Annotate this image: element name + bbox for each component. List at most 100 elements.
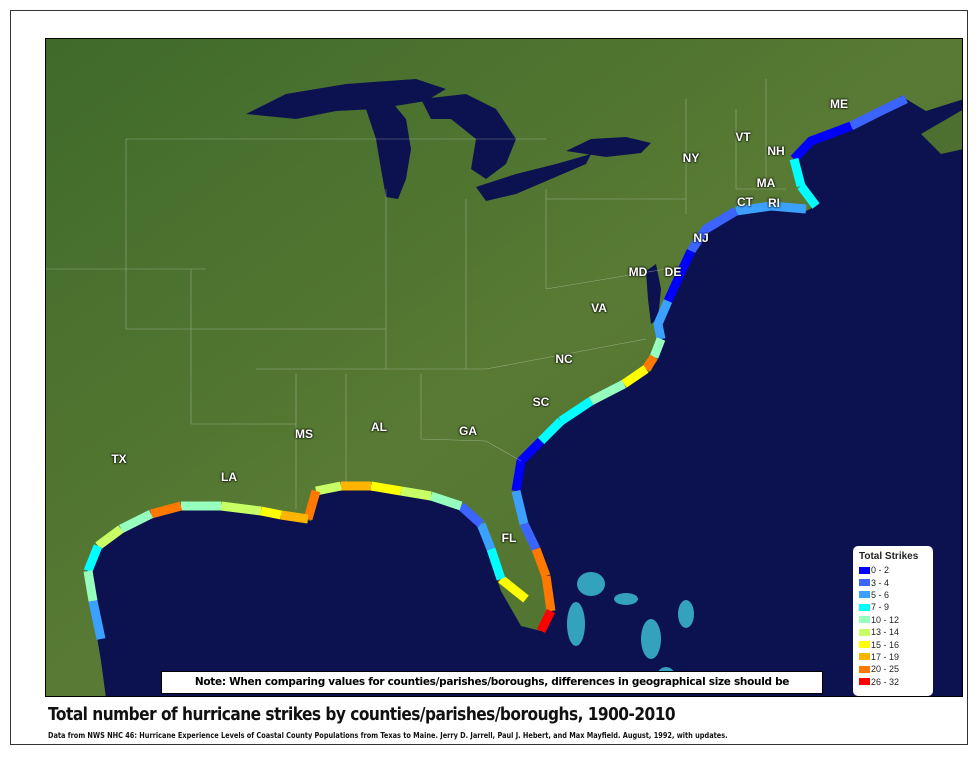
state-label-nc: NC [555, 352, 573, 366]
legend-label: 3 - 4 [871, 577, 890, 588]
legend-label: 5 - 6 [871, 589, 890, 600]
state-label-me: ME [830, 97, 848, 111]
coastal-county-segment [519, 522, 541, 551]
legend-swatch [859, 591, 870, 599]
figure-title: Total number of hurricane strikes by cou… [48, 705, 676, 725]
state-label-vt: VT [735, 130, 751, 144]
state-label-la: LA [221, 470, 237, 484]
legend-label: 15 - 16 [871, 639, 900, 650]
lake-ontario [566, 137, 651, 157]
great-lakes [246, 79, 661, 324]
state-label-ga: GA [459, 424, 477, 438]
legend-label: 13 - 14 [871, 627, 900, 638]
coastal-county-segment [149, 501, 183, 519]
coastal-county-segment [83, 544, 103, 573]
coastal-county-segment [621, 365, 649, 388]
legend-item: 20 - 25 [859, 663, 927, 675]
state-label-ri: RI [768, 196, 780, 210]
coastal-county-segment [558, 397, 594, 425]
legend-label: 26 - 32 [871, 676, 900, 687]
legend-swatch [859, 616, 870, 624]
land-mass [46, 39, 962, 696]
coastal-county-segment [790, 121, 853, 163]
coastal-county-segment [400, 486, 432, 501]
legend-swatch [859, 653, 870, 661]
state-label-nh: NH [767, 144, 785, 158]
legend-label: 17 - 19 [871, 651, 900, 662]
coastal-county-segment [649, 337, 666, 359]
legend-label: 20 - 25 [871, 664, 900, 675]
nova-scotia-land [921, 110, 962, 154]
legend-item: 15 - 16 [859, 638, 927, 650]
coastal-county-segment [537, 417, 565, 445]
legend-swatch [859, 641, 870, 649]
state-label-de: DE [664, 265, 682, 279]
coastal-county-segment [848, 94, 908, 131]
legend-item: 10 - 12 [859, 614, 927, 626]
coastal-county-segment [260, 506, 282, 520]
lake-erie [476, 154, 591, 201]
state-label-sc: SC [532, 395, 550, 409]
coastal-county-segment [118, 509, 154, 534]
bahamas [567, 572, 694, 691]
coastal-county-segment [457, 502, 485, 528]
legend-item: 3 - 4 [859, 576, 927, 588]
coastal-county-segment [498, 575, 529, 603]
state-label-fl: FL [501, 531, 517, 545]
state-borders [46, 79, 786, 509]
legend-swatch [859, 579, 870, 587]
coastal-county-segment [789, 157, 806, 188]
coastal-county-segment [797, 183, 820, 209]
coastal-county-segment [88, 600, 106, 640]
coastal-county-segment [95, 525, 124, 550]
state-label-ny: NY [682, 151, 700, 165]
lake-huron [421, 94, 516, 179]
state-label-nj: NJ [693, 231, 709, 245]
coastal-county-segment [735, 201, 807, 216]
source-citation: Data from NWS NHC 46: Hurricane Experien… [48, 731, 728, 740]
lake-superior [246, 79, 446, 119]
coastal-county-segment [663, 249, 696, 303]
legend-swatch [859, 628, 870, 636]
coastal-county-segment [588, 379, 627, 406]
legend-title: Total Strikes [859, 551, 919, 562]
legend-item: 26 - 32 [859, 676, 927, 688]
coastal-county-segment [536, 608, 556, 634]
coastal-county-segment [280, 510, 309, 524]
coastal-county-segment [531, 547, 551, 578]
coastal-county-segment [511, 489, 529, 526]
state-label-ma: MA [756, 176, 776, 190]
figure-frame [10, 10, 968, 745]
state-label-va: VA [591, 301, 607, 315]
coastal-county-segment [653, 299, 673, 340]
legend-label: 0 - 2 [871, 565, 890, 576]
coastal-county-segment [83, 570, 98, 602]
coastal-county-segment [303, 489, 321, 521]
coastal-county-segment [486, 547, 506, 581]
legend-swatch [859, 603, 870, 611]
lake-michigan [366, 101, 411, 199]
state-label-ct: CT [737, 195, 753, 209]
legend-label: 10 - 12 [871, 614, 900, 625]
map-note: Note: When comparing values for counties… [161, 671, 823, 694]
legend-swatch [859, 566, 870, 574]
coastal-county-segment [642, 354, 658, 372]
legend-item: 13 - 14 [859, 626, 927, 638]
state-label-al: AL [371, 420, 387, 434]
coastal-county-segment [541, 575, 556, 612]
coastal-county-segment [370, 481, 402, 496]
legend-item: 5 - 6 [859, 589, 927, 601]
coastal-county-segment [220, 501, 262, 516]
map-graphic [46, 39, 962, 696]
coastal-county-segment [429, 491, 463, 511]
legend-item: 17 - 19 [859, 651, 927, 663]
legend-item: 0 - 2 [859, 564, 927, 576]
legend-swatch [859, 678, 870, 686]
state-label-md: MD [628, 265, 648, 279]
legend-item: 7 - 9 [859, 601, 927, 613]
coastal-county-segment [476, 522, 496, 551]
legend-swatch [859, 665, 870, 673]
state-label-tx: TX [111, 452, 127, 466]
coastal-county-segment [315, 481, 342, 496]
